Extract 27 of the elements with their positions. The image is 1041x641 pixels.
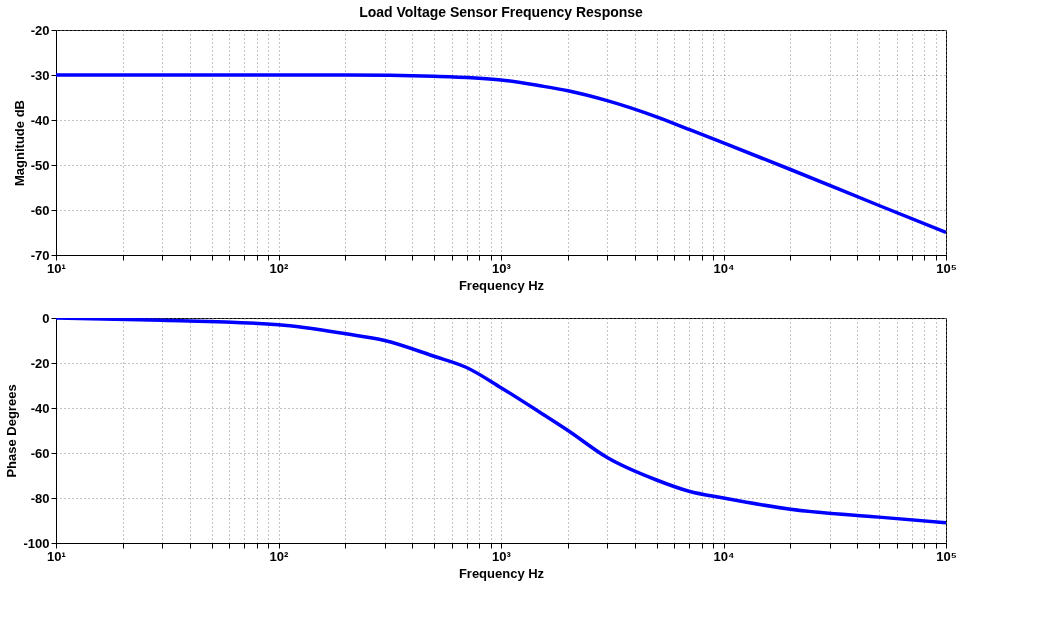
x-tick-label: 10¹: [47, 548, 66, 564]
x-tick-label: 10⁴: [713, 548, 735, 564]
y-tick-label: -20: [30, 22, 50, 38]
y-tick-label: -60: [30, 445, 50, 461]
x-tick-label: 10⁵: [936, 548, 957, 564]
y-axis-title: Phase Degrees: [4, 384, 20, 478]
x-tick-label: 10²: [269, 548, 290, 564]
y-tick-label: -70: [30, 247, 50, 263]
chart-title: Load Voltage Sensor Frequency Response: [359, 4, 644, 20]
y-tick-label: -100: [23, 535, 50, 551]
x-tick-label: 10⁵: [936, 260, 957, 276]
y-tick-label: -20: [30, 355, 50, 371]
x-tick-label: 10²: [269, 260, 290, 276]
x-axis-title: Frequency Hz: [458, 565, 545, 581]
y-axis-title: Magnitude dB: [11, 100, 27, 186]
y-tick-label: -50: [30, 157, 50, 173]
x-axis-title: Frequency Hz: [458, 277, 545, 293]
x-tick-label: 10⁴: [713, 260, 735, 276]
y-tick-label: -40: [30, 112, 50, 128]
x-tick-label: 10³: [492, 548, 512, 564]
y-tick-label: -40: [30, 400, 50, 416]
x-tick-label: 10³: [492, 260, 512, 276]
x-tick-label: 10¹: [47, 260, 66, 276]
y-tick-label: -60: [30, 202, 50, 218]
y-tick-label: -80: [30, 490, 50, 506]
y-tick-label: 0: [42, 310, 50, 326]
y-tick-label: -30: [30, 67, 50, 83]
